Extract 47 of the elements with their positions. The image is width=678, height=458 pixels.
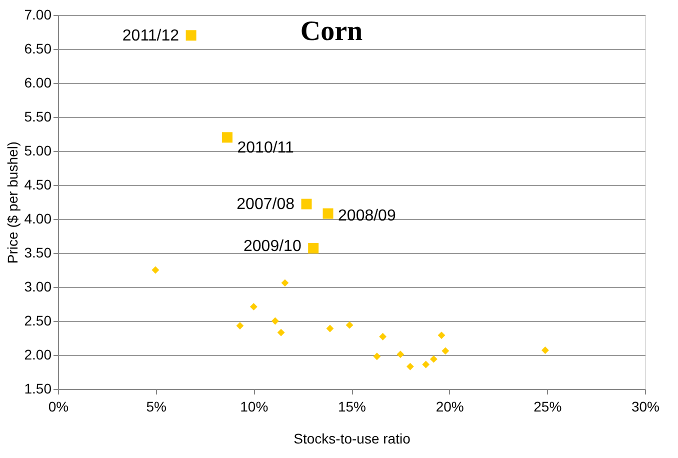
y-tick-label: 6.00 <box>24 74 52 90</box>
point <box>250 303 258 310</box>
point <box>301 198 312 210</box>
x-tick-label: 0% <box>48 398 69 414</box>
point <box>430 355 438 363</box>
point <box>396 350 404 358</box>
y-tick-label: 6.50 <box>24 40 52 56</box>
x-tick-label: 20% <box>436 398 464 414</box>
y-tick-label: 5.00 <box>24 142 52 158</box>
annotation: 2008/09 <box>338 208 396 225</box>
x-tick-label: 30% <box>631 398 660 414</box>
point <box>271 317 279 325</box>
point <box>422 360 430 368</box>
point <box>322 208 334 219</box>
point <box>186 30 196 41</box>
annotation: 2009/10 <box>244 238 302 256</box>
point <box>281 279 289 287</box>
y-tick-label: 2.50 <box>24 312 52 328</box>
point <box>326 324 334 332</box>
point <box>308 242 319 254</box>
x-axis-title: Stocks-to-use ratio <box>294 430 411 446</box>
point <box>373 352 381 360</box>
y-axis-title: Price ($ per bushel) <box>4 141 20 264</box>
point <box>542 346 549 354</box>
point <box>277 328 285 336</box>
point <box>406 362 414 370</box>
x-tick-label: 25% <box>534 398 562 414</box>
point <box>379 332 387 340</box>
y-tick-label: 1.50 <box>24 380 52 396</box>
y-tick-label: 3.50 <box>24 244 52 260</box>
chart-title: Corn <box>300 16 364 47</box>
y-tick-label: 4.00 <box>24 210 52 226</box>
y-tick-label: 7.00 <box>24 6 52 22</box>
x-tick-label: 15% <box>338 398 366 414</box>
annotation: 2011/12 <box>122 27 180 44</box>
point <box>222 132 232 143</box>
annotation: 2010/11 <box>237 139 294 156</box>
y-tick-label: 3.00 <box>24 278 52 294</box>
point <box>442 347 450 355</box>
x-tick-label: 5% <box>146 398 166 414</box>
y-tick-label: 4.50 <box>24 176 52 192</box>
y-tick-label: 5.50 <box>24 108 52 124</box>
point <box>152 266 160 274</box>
x-tick-label: 10% <box>240 398 268 414</box>
annotation: 2007/08 <box>236 196 295 214</box>
point <box>346 321 354 329</box>
y-tick-label: 2.00 <box>24 346 52 362</box>
